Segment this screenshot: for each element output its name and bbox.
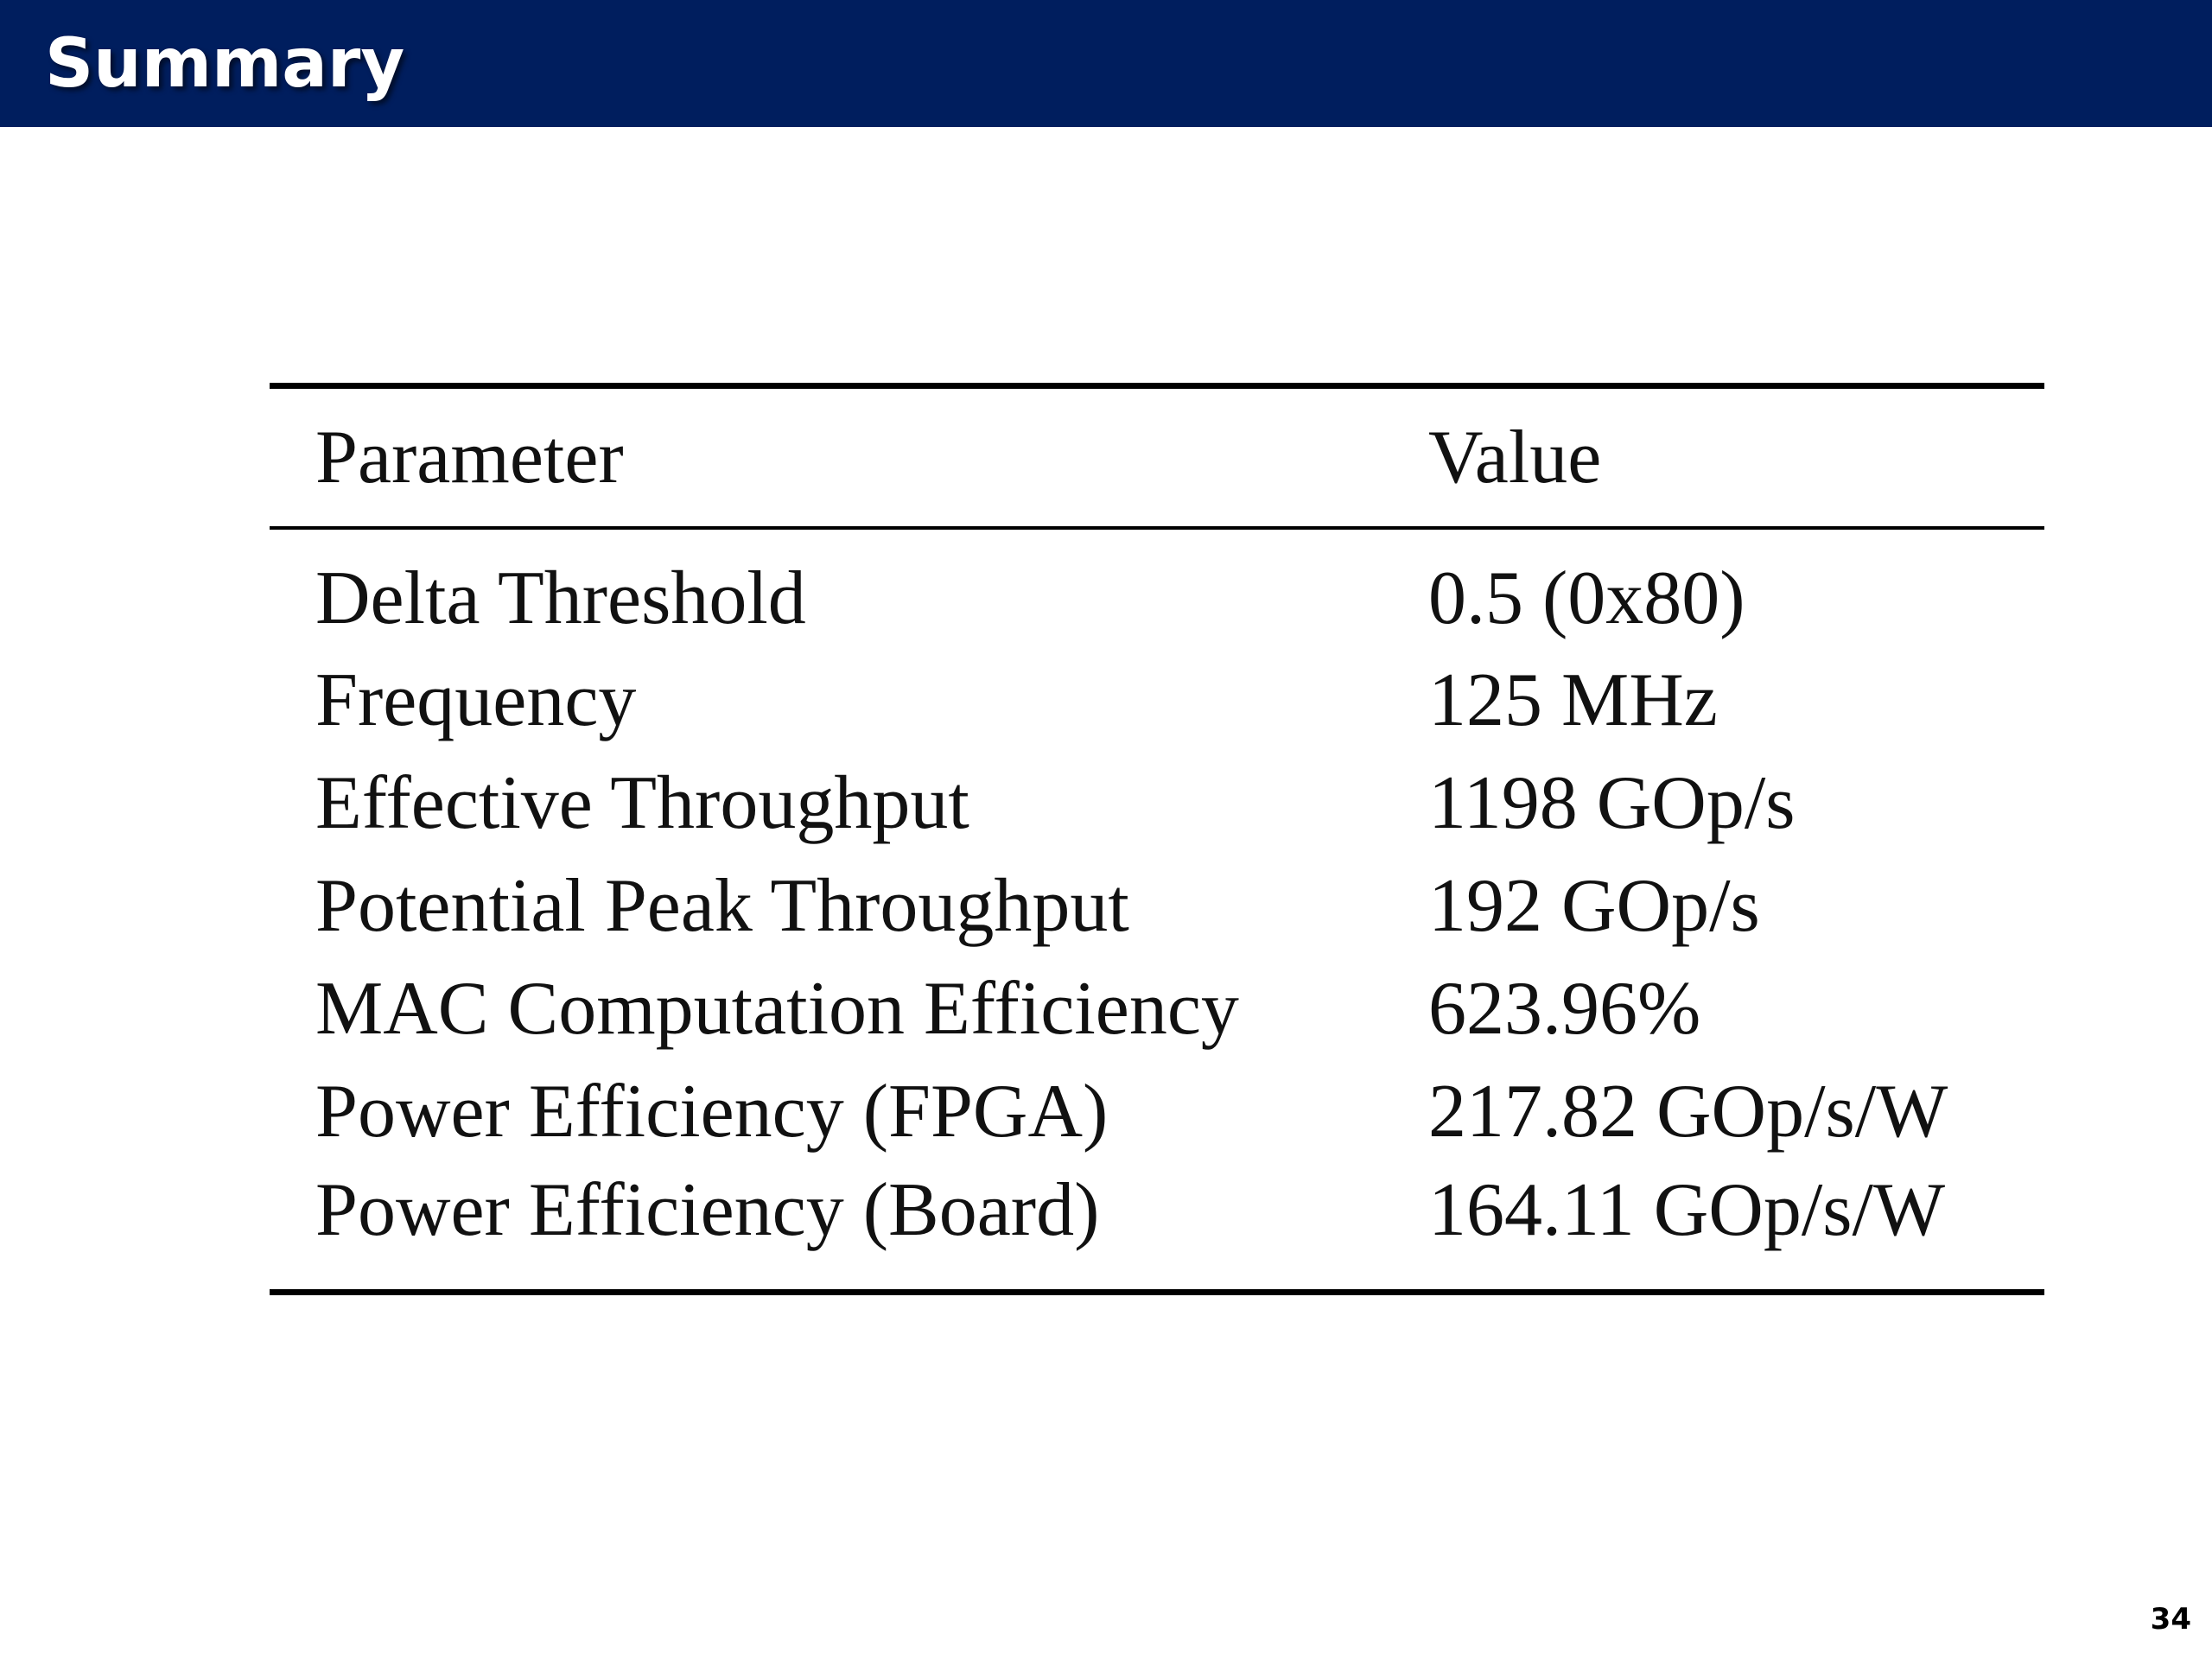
parameter-cell: MAC Computation Efficiency [315,966,1239,1051]
table-row: MAC Computation Efficiency 623.96% [270,957,2044,1060]
table-row: Power Efficiency (FPGA) 217.82 GOp/s/W [270,1060,2044,1163]
header-value: Value [1428,415,1602,499]
parameter-cell: Power Efficiency (FPGA) [315,1069,1109,1154]
value-cell: 1198 GOp/s [1428,760,1796,845]
value-cell: 623.96% [1428,966,1701,1051]
table-header: Parameter Value [270,385,2044,528]
value-cell: 217.82 GOp/s/W [1428,1069,1948,1154]
value-cell: 192 GOp/s [1428,863,1760,948]
table-header-row: Parameter Value [270,385,2044,528]
parameter-cell: Power Efficiency (Board) [315,1167,1100,1252]
value-cell: 164.11 GOp/s/W [1428,1167,1946,1252]
parameter-cell: Delta Threshold [315,556,806,640]
summary-table: Parameter Value Delta Threshold 0.5 (0x8… [270,383,2044,1295]
page-number: 34 [2150,1602,2191,1637]
value-cell: 125 MHz [1428,658,1718,742]
table-row: Effective Throughput 1198 GOp/s [270,752,2044,855]
table-row: Potential Peak Throughput 192 GOp/s [270,855,2044,957]
parameter-cell: Potential Peak Throughput [315,863,1129,948]
parameter-cell: Effective Throughput [315,760,969,845]
table-row: Power Efficiency (Board) 164.11 GOp/s/W [270,1163,2044,1293]
value-cell: 0.5 (0x80) [1428,556,1745,640]
table-row: Delta Threshold 0.5 (0x80) [270,528,2044,649]
table-body: Delta Threshold 0.5 (0x80) Frequency 125… [270,528,2044,1293]
table-row: Frequency 125 MHz [270,649,2044,752]
parameter-cell: Frequency [315,658,637,742]
header-bar: Summary [0,0,2212,127]
slide-title: Summary [45,25,405,103]
header-parameter: Parameter [315,415,624,499]
